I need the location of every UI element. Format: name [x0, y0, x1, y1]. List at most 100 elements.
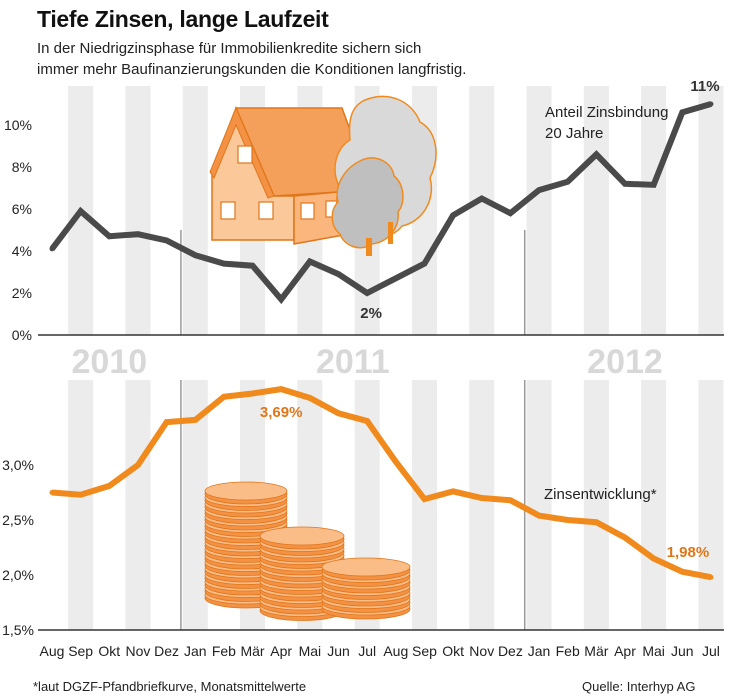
bottom-data-point: [192, 417, 198, 423]
x-tick-label: Jun: [327, 643, 350, 659]
top-data-point: [479, 196, 485, 201]
bottom-data-point: [536, 513, 542, 519]
x-tick-label: Aug: [383, 643, 408, 659]
top-y-tick-label: 8%: [12, 159, 32, 175]
bottom-data-point: [593, 519, 599, 525]
bottom-data-point: [250, 391, 256, 396]
bottom-data-point: [78, 492, 84, 498]
top-stripe: [469, 86, 495, 335]
top-stripe: [698, 86, 724, 335]
top-y-axis: 0% 2% 4% 6% 8% 10%: [4, 117, 724, 343]
x-tick-label: Apr: [270, 643, 292, 659]
bottom-series-line: [51, 386, 712, 581]
top-data-point: [164, 238, 170, 243]
bottom-y-tick-label: 1,5%: [2, 622, 34, 638]
bottom-stripe: [68, 380, 94, 630]
bottom-stripe: [583, 380, 609, 630]
year-label: 2012: [587, 343, 663, 381]
bottom-data-point: [507, 497, 513, 503]
trees-illustration: [331, 95, 437, 256]
top-stripe: [125, 86, 151, 335]
top-data-point: [507, 210, 513, 216]
top-stripe: [526, 86, 552, 335]
top-stripe: [583, 86, 609, 335]
coin: [259, 526, 345, 546]
top-series-label-line-2: 20 Jahre: [545, 125, 603, 142]
top-data-point: [565, 179, 571, 185]
bottom-stripe: [698, 380, 724, 630]
data-annotations: 2% 11% 3,69% 1,98%: [260, 78, 720, 561]
top-y-tick-label: 10%: [4, 117, 32, 133]
year-label: 2010: [71, 343, 147, 381]
top-data-point: [536, 187, 542, 193]
top-data-point: [78, 208, 84, 214]
bottom-data-point: [479, 495, 485, 501]
page-title: Tiefe Zinsen, lange Laufzeit: [37, 6, 329, 32]
bottom-data-point: [450, 488, 456, 494]
bottom-data-point: [708, 574, 714, 580]
top-data-point: [307, 259, 313, 264]
x-tick-label: Aug: [40, 643, 65, 659]
x-tick-label: Feb: [556, 643, 580, 659]
bottom-stripe: [125, 380, 151, 630]
top-data-point: [622, 181, 628, 187]
footnote: *laut DGZF-Pfandbriefkurve, Monatsmittel…: [33, 679, 307, 694]
bottom-stripe: [469, 380, 495, 630]
bottom-data-point: [393, 459, 399, 465]
bottom-data-point: [164, 419, 170, 425]
x-tick-label: Mai: [299, 643, 322, 659]
coin-stack-right: [321, 557, 411, 620]
top-data-point: [221, 261, 227, 267]
top-min-label: 2%: [360, 305, 382, 322]
top-data-point: [421, 261, 427, 267]
top-series-points: [49, 101, 714, 302]
top-data-point: [278, 296, 284, 302]
bottom-data-point: [622, 535, 628, 541]
top-data-point: [393, 275, 399, 281]
bottom-series-points: [49, 386, 714, 580]
x-tick-label: Jan: [184, 643, 207, 659]
bottom-end-label: 1,98%: [667, 544, 710, 561]
x-tick-label: Jun: [671, 643, 694, 659]
coin: [204, 481, 288, 501]
top-data-point: [679, 109, 685, 115]
top-y-tick-label: 0%: [12, 327, 32, 343]
x-tick-label: Mär: [240, 643, 264, 659]
top-series-label: Anteil Zinsbindung 20 Jahre: [545, 104, 668, 142]
bottom-data-point: [49, 490, 55, 495]
top-data-point: [192, 252, 198, 258]
bottom-stripe: [526, 380, 552, 630]
top-max-label: 11%: [690, 78, 719, 95]
x-tick-label: Dez: [498, 643, 523, 659]
coin-stacks-illustration: [204, 481, 411, 621]
x-tick-label: Apr: [614, 643, 636, 659]
x-tick-label: Sep: [68, 643, 93, 659]
x-tick-label: Okt: [442, 643, 464, 659]
top-data-point: [135, 231, 141, 237]
top-series-line: [49, 101, 712, 305]
bottom-series-label: Zinsentwicklung*: [544, 486, 657, 503]
x-tick-label: Feb: [212, 643, 236, 659]
subtitle: In der Niedrigzinsphase für Immobilienkr…: [37, 38, 557, 80]
top-data-point: [708, 101, 714, 107]
bottom-data-point: [364, 418, 370, 424]
bottom-y-tick-label: 2,0%: [2, 567, 34, 583]
bottom-data-point: [307, 395, 313, 401]
x-tick-label: Jul: [702, 643, 720, 659]
source-note: Quelle: Interhyp AG: [582, 679, 696, 694]
x-tick-label: Mär: [584, 643, 608, 659]
bottom-data-point: [278, 386, 284, 392]
top-data-point: [593, 151, 599, 157]
top-data-point: [450, 212, 456, 218]
bottom-data-point: [421, 496, 427, 502]
bottom-y-axis: 1,5% 2,0% 2,5% 3,0%: [2, 457, 724, 638]
bottom-data-point: [135, 462, 141, 468]
bottom-stripe: [641, 380, 667, 630]
x-axis: Aug Sep Okt Nov Dez Jan Feb Mär Apr Mai Jun Jul Aug S…: [40, 643, 720, 659]
top-y-tick-label: 6%: [12, 201, 32, 217]
bottom-y-tick-label: 2,5%: [2, 512, 34, 528]
x-tick-label: Okt: [98, 643, 120, 659]
bottom-data-point: [106, 483, 112, 489]
x-tick-label: Mai: [642, 643, 665, 659]
